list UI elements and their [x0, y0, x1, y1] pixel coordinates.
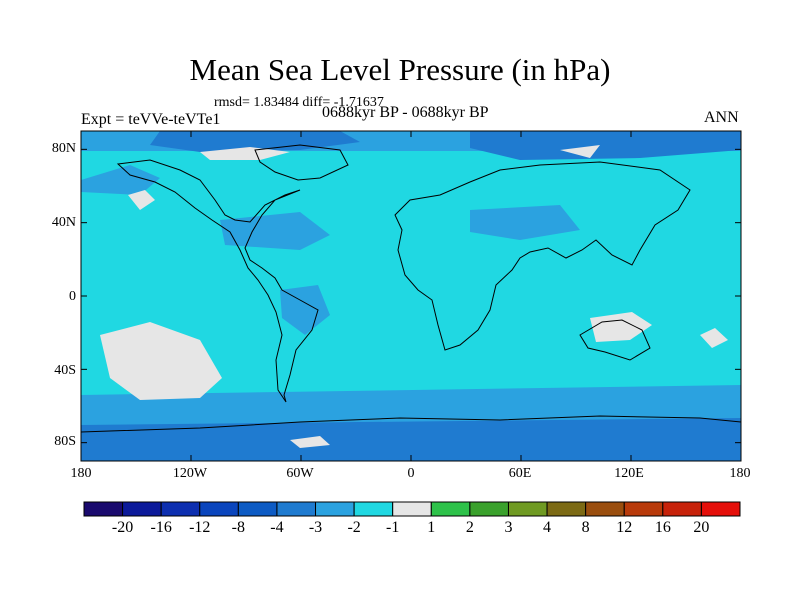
stats-label: rmsd= 1.83484 diff= -1.71637 [214, 95, 384, 110]
africa-blob [470, 205, 580, 240]
colorbar-box [507, 501, 548, 517]
colorbar-box [353, 501, 394, 517]
colorbar-label: -2 [347, 519, 361, 536]
colorbar-label: -16 [150, 519, 172, 536]
lon-label-60w: 60W [286, 466, 314, 481]
lat-label-80s: 80S [54, 434, 76, 449]
antarctica-coast [81, 415, 741, 433]
south-pacific-near-zero [100, 322, 222, 400]
arctic-strong-negative [150, 131, 360, 152]
colorbar-label: 3 [504, 519, 513, 536]
map-plot-area [81, 131, 741, 461]
colorbar-box [237, 501, 278, 517]
lon-label-120w: 120W [172, 466, 208, 481]
colorbar-box [546, 501, 587, 517]
colorbar-box [700, 501, 741, 517]
colorbar-box [623, 501, 664, 517]
colorbar-label: 8 [581, 519, 590, 536]
colorbar-box [430, 501, 471, 517]
colorbar [83, 501, 741, 517]
siberia-strong-negative [470, 131, 741, 160]
colorbar-label: -4 [270, 519, 284, 536]
colorbar-label: -12 [189, 519, 211, 536]
pacific-east-near-zero [700, 328, 728, 348]
lat-label-40s: 40S [54, 363, 76, 378]
map-title: Mean Sea Level Pressure (in hPa) [189, 52, 611, 87]
greenland-coast [254, 144, 349, 181]
lat-label-80n: 80N [51, 141, 76, 156]
south-america-blob [280, 285, 330, 335]
colorbar-box [315, 501, 355, 517]
lat-label-40n: 40N [51, 215, 76, 230]
colorbar-label: -8 [231, 519, 245, 536]
lon-label-180e: 180 [729, 466, 751, 481]
colorbar-box [469, 501, 509, 517]
lon-label-60e: 60E [508, 466, 532, 481]
lon-label-120e: 120E [614, 466, 644, 481]
colorbar-label: -3 [308, 519, 323, 536]
colorbar-label: 1 [427, 519, 436, 536]
colorbar-label: -1 [386, 519, 400, 536]
colorbar-box [160, 501, 201, 517]
colorbar-box [83, 501, 124, 517]
experiment-label: Expt = teVVe-teVTe1 [81, 111, 221, 128]
colorbar-box [122, 501, 162, 517]
antarctic-near-zero [290, 436, 330, 448]
period-label: 0688kyr BP - 0688kyr BP [322, 104, 489, 121]
coastlines [81, 144, 741, 433]
australia-coast [579, 319, 651, 361]
colorbar-box [276, 501, 317, 517]
colorbar-label: 4 [543, 519, 552, 536]
colorbar-box [662, 501, 702, 517]
colorbar-box [199, 501, 239, 517]
arctic-near-zero [560, 145, 600, 158]
lat-label-eq: 0 [69, 289, 76, 304]
season-label: ANN [704, 109, 739, 126]
eurasia-africa-coast [394, 161, 691, 351]
antarctic-strong-negative [81, 418, 741, 461]
colorbar-box [585, 501, 625, 517]
tick-marks [80, 131, 742, 461]
colorbar-label: 2 [465, 519, 474, 536]
lon-label-0: 0 [407, 466, 415, 481]
greenland-near-zero [200, 147, 290, 160]
lon-label-180w: 180 [70, 466, 92, 481]
colorbar-label: 12 [616, 519, 633, 536]
americas-coast [116, 159, 319, 403]
colorbar-box [392, 501, 432, 517]
colorbar-label: -20 [111, 519, 134, 536]
pacific-small-near-zero [128, 190, 155, 210]
australia-near-zero [590, 312, 652, 342]
colorbar-label: 20 [693, 519, 710, 536]
colorbar-label: 16 [654, 519, 671, 536]
north-pacific-blob [81, 165, 160, 195]
